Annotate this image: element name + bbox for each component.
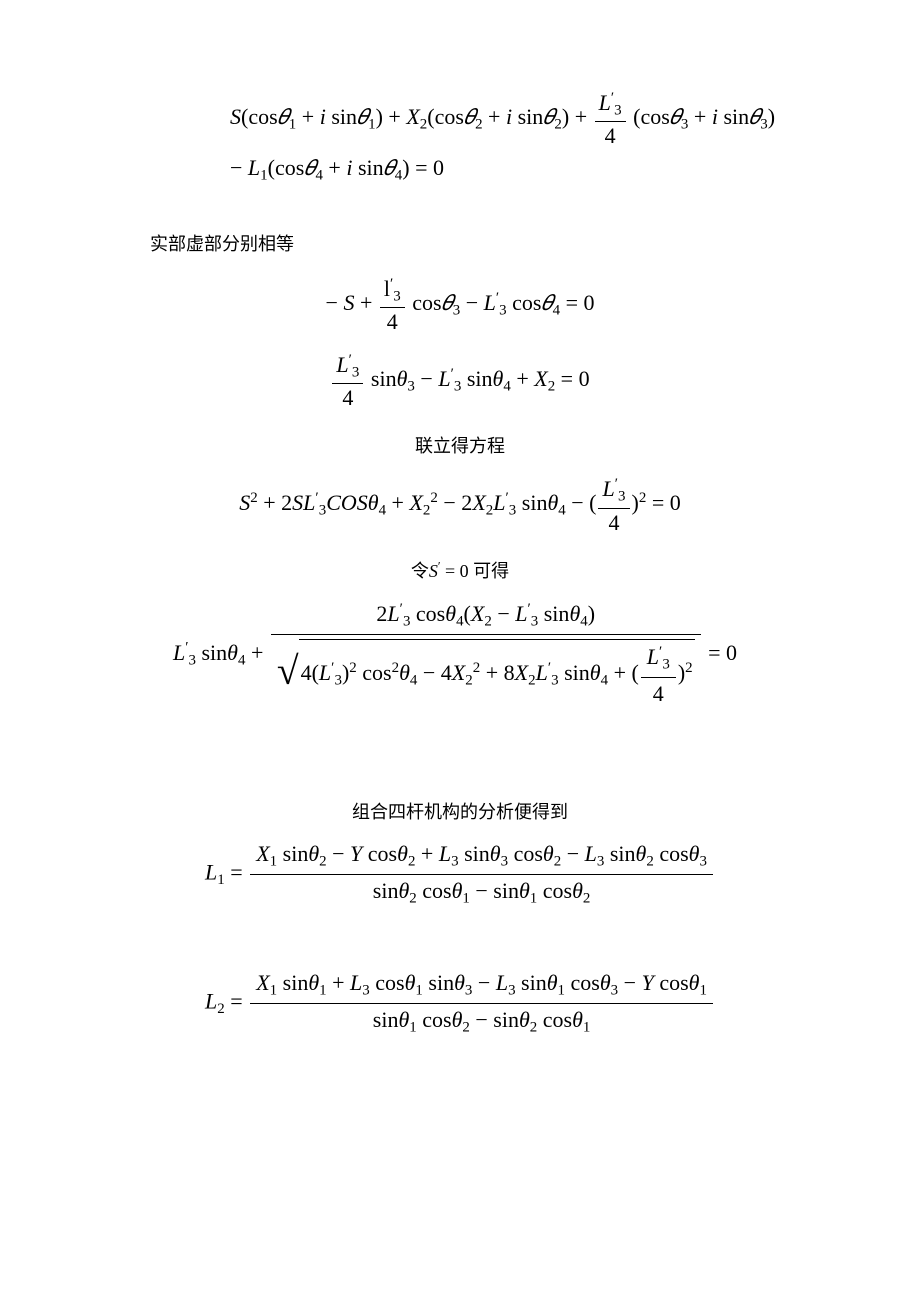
spacer: [60, 726, 860, 776]
para-combine: 联立得方程: [60, 432, 860, 458]
para3-prefix: 令: [411, 561, 429, 581]
page-root: S(cos𝜃1 + i sin𝜃1) + X2(cos𝜃2 + i sin𝜃2)…: [0, 0, 920, 1114]
equation-7: L2 = X1 sinθ1 + L3 cosθ1 sinθ3 − L3 sinθ…: [60, 971, 860, 1036]
para-real-imag: 实部虚部分别相等: [150, 230, 860, 256]
equation-2: − S + l′3 4 cos𝜃3 − L′3 cos𝜃4 = 0: [60, 276, 860, 334]
para-fourbar: 组合四杆机构的分析便得到: [60, 798, 860, 824]
equation-4: S2 + 2SL′3COSθ4 + X22 − 2X2L′3 sinθ4 − (…: [60, 476, 860, 534]
spacer-2: [60, 925, 860, 953]
para3-suffix: 可得: [473, 561, 509, 581]
para-let-sprime: 令S′ = 0 可得: [60, 557, 860, 583]
equation-1: S(cos𝜃1 + i sin𝜃1) + X2(cos𝜃2 + i sin𝜃2)…: [60, 90, 860, 190]
equation-5: L′3 sinθ4 + 2L′3 cosθ4(X2 − L′3 sinθ4) √…: [50, 601, 860, 708]
equation-6: L1 = X1 sinθ2 − Y cosθ2 + L3 sinθ3 cosθ2…: [60, 842, 860, 907]
equation-3: L′3 4 sinθ3 − L′3 sinθ4 + X2 = 0: [60, 352, 860, 410]
